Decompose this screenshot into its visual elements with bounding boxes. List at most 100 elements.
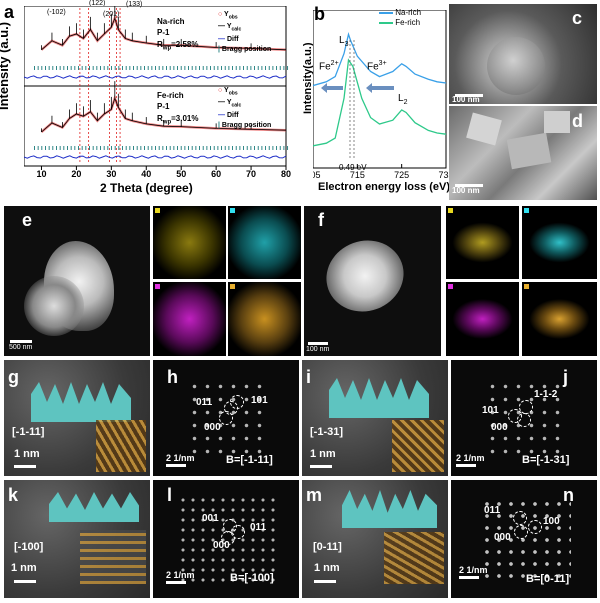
hrtem-image-i [302,360,448,476]
a-xtick-label: 40 [141,169,151,178]
spot-label-l-2: 000 [213,540,230,551]
xrd-top-title: Na-rich [157,17,185,26]
eels-fe3-label: Fe3+ [367,60,387,73]
eds-map-f-3 [446,282,519,356]
a-calc-series [41,17,287,51]
scale-label-m: 1 nm [314,562,340,574]
scale-label-h: 2 1/nm [166,453,195,463]
intensity-profile-k [49,492,139,522]
intensity-profile-m [342,490,437,528]
haadf-image-f [304,206,441,356]
eels-legend: Na-rich Fe-rich [379,8,421,28]
eels-l2-label: L2 [398,93,408,106]
eds-map-e-1 [153,206,226,279]
peak-label-201: (201) [103,11,120,18]
panel-label-l: l [167,485,173,505]
haadf-image-e [4,206,150,356]
spot-label-l-1: 011 [250,522,267,533]
xrd-bottom-title: Fe-rich [157,91,184,100]
eds-map-e-2 [228,206,301,279]
fe2-arrow [321,83,343,93]
fft-spot-h-3 [230,395,244,409]
eels-shift-label: 0.49 eV [339,163,367,172]
fft-spot-n-3 [514,525,528,539]
hrtem-image-g [4,360,150,476]
fe3-arrow [366,83,394,93]
panel-a-xlabel: 2 Theta (degree) [100,181,193,195]
eds-map-e-3 [153,282,226,356]
zone-axis-g: [-1-11] [12,426,45,438]
zone-axis-m: [0-11] [313,541,342,553]
xrd-bottom-spacegroup: P-1 [157,102,170,111]
scalebar-k [14,580,36,583]
a-xtick-label: 70 [246,169,256,178]
scale-label-d: 100 nm [452,186,480,195]
fft-spot-n-2 [528,520,542,534]
scalebar-c [455,94,483,97]
panel-a-xrd-chart: 10 20 30 40 50 60 70 80 [24,6,291,178]
zone-axis-i: [-1-31] [310,426,344,438]
zone-label-l: B=[-100] [230,572,274,584]
panel-label-f: f [318,210,324,230]
eds-map-e-4 [228,282,301,356]
zone-label-n: B=[0-11] [526,573,570,585]
spot-label-j-2: 000 [491,422,508,433]
fft-image-h [153,360,299,476]
peak-label-133: (133) [126,1,143,8]
scale-label-l: 2 1/nm [166,570,195,580]
spot-label-l-0: 001 [202,513,219,524]
sem-image-c [449,4,597,104]
scalebar-d [455,184,483,187]
sem-sphere [487,37,545,95]
crystal-model-m [384,532,444,584]
panel-label-j: j [563,367,569,387]
scalebar-e [10,340,32,343]
a-xtick-label: 50 [176,169,186,178]
crystal-model-g [96,420,146,472]
scale-label-e: 500 nm [9,344,33,351]
scale-label-k: 1 nm [11,562,37,574]
a-xtick-label: 80 [281,169,291,178]
panel-label-a: a [4,2,15,22]
hrtem-image-k [4,480,150,598]
a-calc-series [41,97,287,133]
panel-b-xlabel: Electron energy loss (eV) [318,181,451,193]
a-xtick-label: 10 [36,169,46,178]
eels-l3-label: L3 [339,35,349,48]
scale-label-f: 100 nm [306,346,330,353]
panel-b-eels-chart: 705 715 725 735 [313,10,451,178]
zone-label-j: B=[-1-31] [522,454,570,466]
fft-spot-h-2 [219,411,233,425]
panel-label-d: d [572,111,583,131]
b-xtick-label: 725 [394,170,409,178]
spot-label-h-2: 000 [204,422,221,433]
fft-spot-n-1 [513,511,527,525]
spot-label-h-1: 101 [251,395,268,406]
panel-label-h: h [167,367,178,387]
fft-image-n [451,480,597,598]
b-series-line [313,58,447,147]
scalebar-f [308,342,328,345]
scalebar-i [310,465,332,468]
xrd-legend-bottom: ○ Yobs — Ycalc — Diff | Bragg position [218,87,272,129]
a-xtick-label: 30 [106,169,116,178]
a-xtick-label: 20 [71,169,81,178]
scale-label-i: 1 nm [310,448,336,460]
panel-label-k: k [8,485,19,505]
peak-label-m102: (-102) [47,9,66,16]
intensity-profile-i [329,378,429,418]
panel-a-ylabel: Intensity (a.u.) [0,21,11,110]
b-xtick-label: 735 [438,170,451,178]
scale-label-n: 2 1/nm [459,565,488,575]
a-diff-series [24,75,287,79]
panel-label-b: b [314,4,325,24]
eds-map-f-2 [522,206,597,279]
scale-label-g: 1 nm [14,448,40,460]
scalebar-l [166,581,186,584]
scalebar-h [166,464,186,467]
scale-label-j: 2 1/nm [456,453,485,463]
eels-fe2-label: Fe2+ [319,60,339,73]
panel-label-n: n [563,485,574,505]
spot-label-n-1: 100 [543,516,560,527]
zone-label-h: B=[-1-11] [226,454,273,466]
